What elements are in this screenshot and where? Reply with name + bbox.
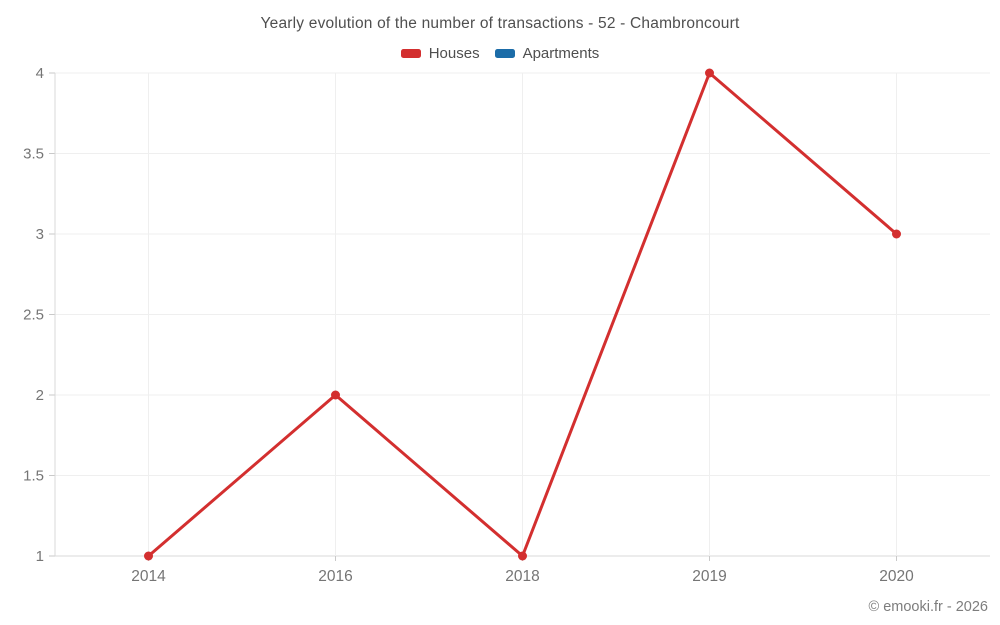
y-tick-label: 3.5 — [23, 146, 44, 163]
y-tick-label: 3 — [36, 226, 44, 243]
legend-item-apartments[interactable]: Apartments — [494, 45, 600, 62]
data-point-houses-2014[interactable] — [144, 551, 153, 561]
data-point-houses-2016[interactable] — [331, 390, 340, 400]
houses-series-swatch-icon — [400, 49, 421, 58]
y-tick-label: 2 — [36, 387, 44, 404]
x-tick-label: 2014 — [131, 568, 166, 585]
x-tick-label: 2018 — [505, 568, 539, 585]
x-tick-label: 2020 — [879, 568, 914, 585]
y-tick-label: 1 — [36, 548, 44, 565]
legend: Houses Apartments — [0, 45, 1000, 62]
credit-footer: © emooki.fr - 2026 — [868, 599, 988, 615]
data-point-houses-2018[interactable] — [518, 551, 527, 561]
data-point-houses-2020[interactable] — [892, 229, 901, 239]
y-tick-label: 1.5 — [23, 468, 44, 485]
y-tick-label: 2.5 — [23, 307, 44, 324]
x-tick-label: 2019 — [692, 568, 726, 585]
legend-item-houses[interactable]: Houses — [400, 45, 480, 62]
chart-title: Yearly evolution of the number of transa… — [260, 15, 740, 32]
apartments-series-swatch-icon — [494, 49, 515, 58]
legend-label-houses: Houses — [428, 45, 480, 62]
data-point-houses-2019[interactable] — [705, 68, 714, 78]
x-tick-label: 2016 — [318, 568, 352, 585]
legend-label-apartments: Apartments — [522, 45, 600, 62]
y-tick-label: 4 — [36, 65, 44, 82]
